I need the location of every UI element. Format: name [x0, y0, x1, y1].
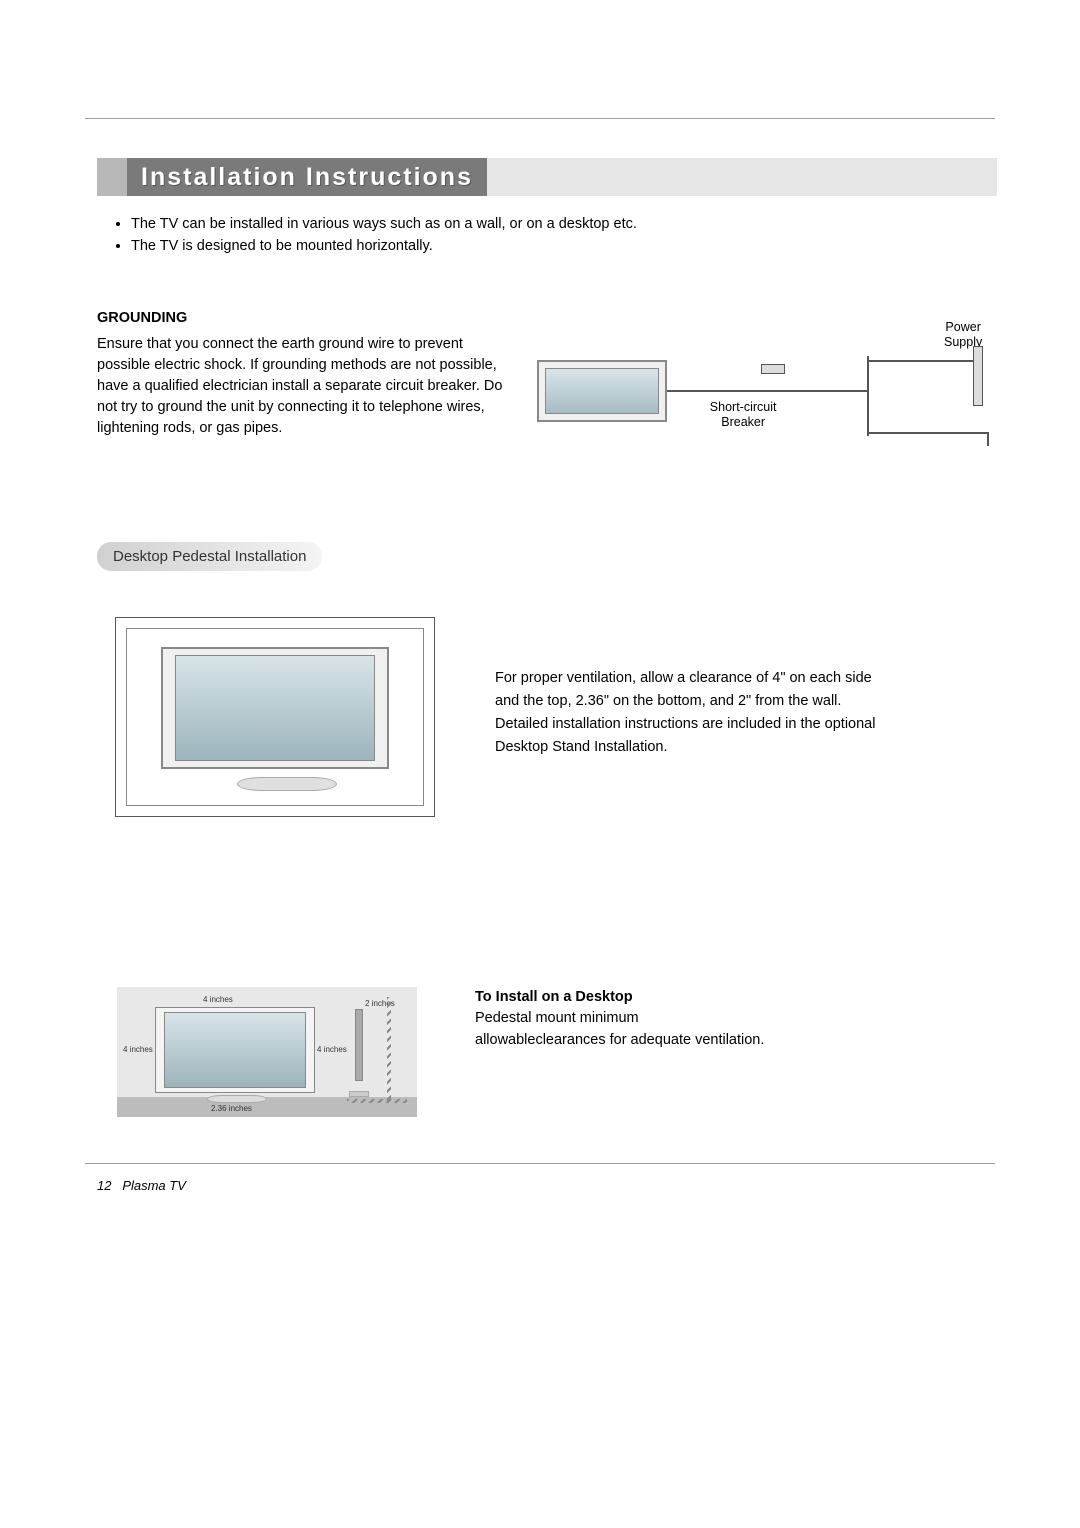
stand-side-icon — [349, 1091, 369, 1097]
page-title: Installation Instructions — [141, 163, 473, 192]
pedestal-body: For proper ventilation, allow a clearanc… — [495, 667, 895, 817]
footer-product: Plasma TV — [122, 1178, 186, 1193]
section-pill: Desktop Pedestal Installation — [97, 542, 322, 571]
grounding-diagram: Power Supply Short-circuit Breaker — [517, 334, 995, 454]
power-supply-label: Power Supply — [933, 320, 993, 350]
stand-icon — [237, 777, 337, 791]
stand-icon — [207, 1095, 267, 1103]
clearance-line: Pedestal mount minimum — [475, 1008, 875, 1030]
wall-icon — [387, 997, 391, 1103]
page-number: 12 — [97, 1178, 111, 1193]
wire-icon — [867, 356, 869, 436]
power-supply-icon — [973, 346, 983, 406]
title-accent — [97, 158, 127, 196]
base-hatch-icon — [347, 1099, 407, 1103]
grounding-body: Ensure that you connect the earth ground… — [97, 334, 515, 454]
tv-icon — [537, 360, 667, 422]
intro-bullets: The TV can be installed in various ways … — [115, 214, 995, 258]
horizontal-rule — [85, 1163, 995, 1164]
pedestal-figure — [115, 617, 435, 817]
title-bar: Installation Instructions — [97, 158, 997, 196]
dim-label-right: 4 inches — [317, 1045, 347, 1054]
breaker-label: Short-circuit Breaker — [693, 400, 793, 430]
dim-label-bottom: 2.36 inches — [211, 1104, 252, 1113]
wire-icon — [667, 390, 867, 392]
tv-icon — [161, 647, 389, 769]
bullet-item: The TV is designed to be mounted horizon… — [131, 236, 995, 258]
bullet-item: The TV can be installed in various ways … — [131, 214, 995, 236]
wire-icon — [869, 360, 973, 362]
clearance-line: allowableclearances for adequate ventila… — [475, 1030, 875, 1052]
tv-icon — [155, 1007, 315, 1093]
horizontal-rule — [85, 118, 995, 119]
clearance-figure: 4 inches 4 inches 4 inches 2.36 inches 2… — [117, 987, 417, 1117]
grounding-heading: GROUNDING — [97, 310, 995, 326]
page-footer: 12 Plasma TV — [97, 1178, 186, 1193]
dim-label-top: 4 inches — [203, 995, 233, 1004]
title-box: Installation Instructions — [127, 158, 487, 196]
breaker-icon — [761, 364, 785, 374]
side-view-icon — [347, 997, 407, 1103]
dim-label-left: 4 inches — [123, 1045, 153, 1054]
tv-side-icon — [355, 1009, 363, 1081]
wire-icon — [869, 432, 989, 434]
clearance-heading: To Install on a Desktop — [475, 987, 875, 1009]
ground-line-icon — [987, 432, 989, 446]
